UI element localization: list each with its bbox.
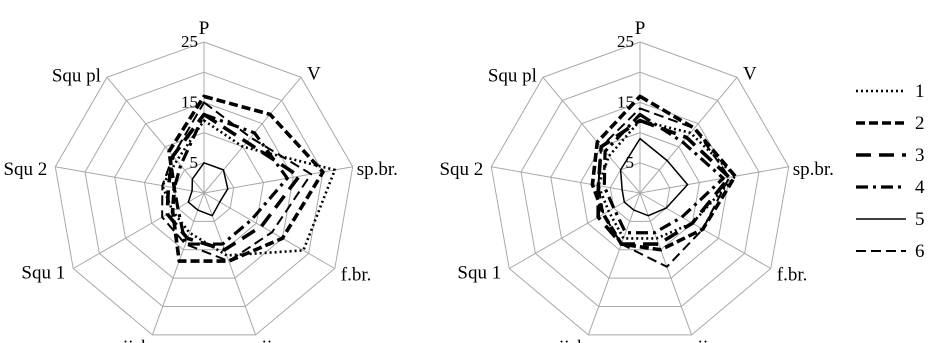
series-5-polygon <box>187 162 229 217</box>
series-6-polygon <box>597 107 731 268</box>
axis-label: sp.br. <box>793 159 834 180</box>
axis-spoke <box>203 77 302 194</box>
axis-label: P <box>199 18 210 39</box>
axis-label: jj <box>697 337 709 343</box>
series-6-polygon <box>161 101 313 263</box>
series-4-polygon <box>602 112 725 235</box>
tick-label: 25 <box>181 32 198 51</box>
axis-spoke <box>151 192 205 336</box>
legend-label-3: 3 <box>915 145 925 166</box>
grid-ring <box>520 71 760 308</box>
tick-label: 5 <box>190 153 199 172</box>
grid-ring <box>173 162 235 222</box>
legend-label-5: 5 <box>915 209 925 230</box>
axis-spoke <box>639 192 693 336</box>
axis-label: jj <box>261 337 273 343</box>
axis-spoke <box>587 192 641 336</box>
radar-chart-left: 5 15 25P Vsp.br. f.br. jj jjsk Squ 1 Squ 2 Squ pl <box>3 18 397 343</box>
legend-label-4: 4 <box>915 177 925 198</box>
grid-ring <box>114 101 294 279</box>
axis-label: Squ 2 <box>3 159 47 180</box>
axis-spoke <box>542 77 641 194</box>
grid-ring <box>609 162 671 222</box>
grid-ring <box>84 71 324 308</box>
axis-label: V <box>307 63 321 84</box>
axis-spoke <box>491 166 641 194</box>
axis-spoke <box>203 192 257 336</box>
tick-label: 15 <box>181 92 198 111</box>
axis-label: Squ pl <box>488 65 537 86</box>
axis-label: P <box>635 18 646 39</box>
grid-ring <box>490 41 790 336</box>
axis-spoke <box>72 192 205 269</box>
legend-label-2: 2 <box>915 113 925 134</box>
axis-label: Squ 2 <box>439 159 483 180</box>
axis-label: f.br. <box>777 265 808 286</box>
series-2-polygon <box>590 94 737 252</box>
tick-label: 5 <box>626 153 635 172</box>
axis-spoke <box>106 77 205 194</box>
series-3-polygon <box>165 112 301 252</box>
axis-label: sp.br. <box>357 159 398 180</box>
radar-chart-right: 5 15 25P Vsp.br. f.br. jj jjsk Squ 1 Squ 2 Squ pl <box>439 18 833 343</box>
grid-ring <box>143 132 265 251</box>
axis-label: jjsk <box>558 337 587 343</box>
grid-ring <box>54 41 354 336</box>
axis-label: Squ 1 <box>21 263 65 284</box>
axis-spoke <box>639 166 789 194</box>
axis-spoke <box>639 77 738 194</box>
axis-label: f.br. <box>341 265 372 286</box>
series-4-polygon <box>172 112 289 246</box>
grid-ring <box>579 132 701 251</box>
legend: 1 2 3 4 5 6 <box>856 81 925 262</box>
axis-label: Squ pl <box>52 65 101 86</box>
legend-label-6: 6 <box>915 241 925 262</box>
axis-spoke <box>203 192 336 269</box>
axis-spoke <box>203 166 353 194</box>
axis-spoke <box>508 192 641 269</box>
axis-label: Squ 1 <box>457 263 501 284</box>
series-5-polygon <box>619 137 689 217</box>
legend-label-1: 1 <box>915 81 925 102</box>
tick-label: 15 <box>617 92 634 111</box>
axis-spoke <box>55 166 205 194</box>
axis-spoke <box>639 192 772 269</box>
axis-label: jjsk <box>122 337 151 343</box>
tick-label: 25 <box>617 32 634 51</box>
axis-label: V <box>743 63 757 84</box>
